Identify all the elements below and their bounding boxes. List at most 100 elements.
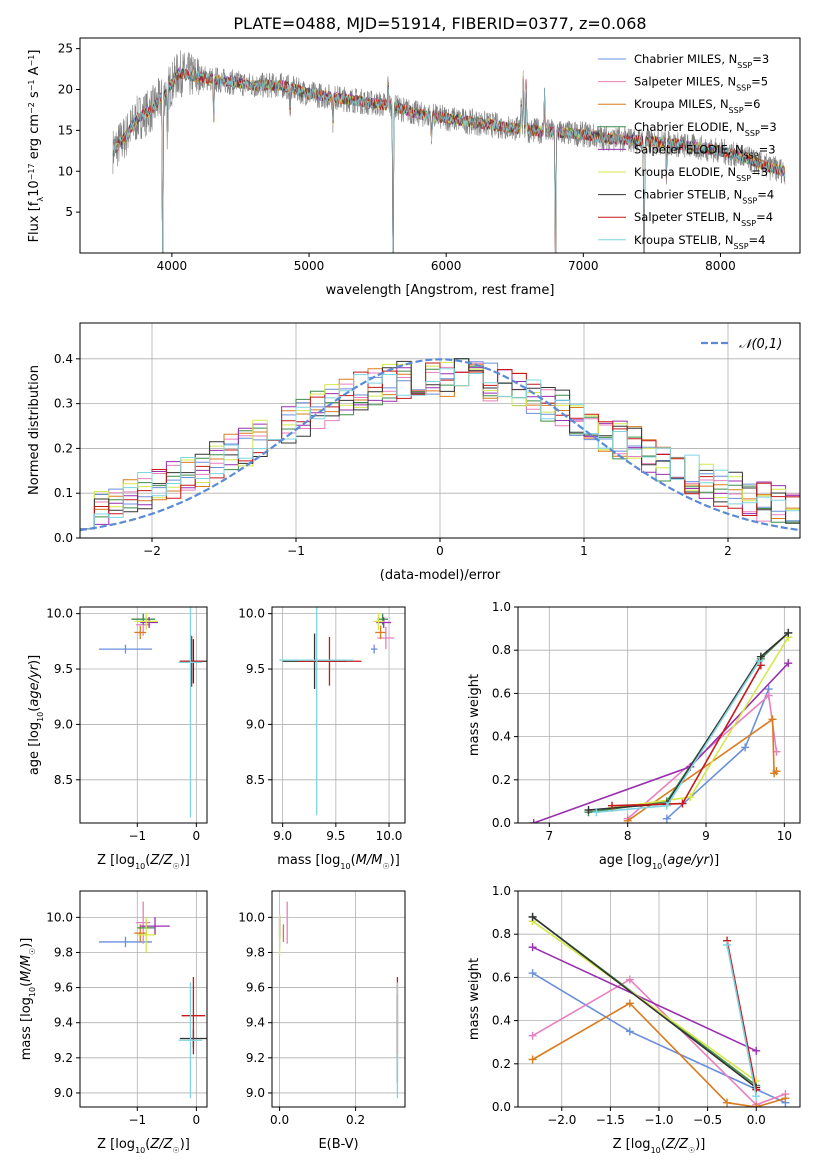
axes-frame [271, 890, 406, 1108]
y-tick-label: 1.0 [492, 884, 511, 898]
x-tick-label: 8 [624, 829, 632, 843]
x-tick-label: 9 [702, 829, 710, 843]
x-tick-label: −1 [287, 544, 305, 558]
axes-frame [79, 890, 208, 1108]
y-tick-label: 5 [65, 205, 73, 219]
plus-marker [528, 969, 537, 978]
y-tick-label: 9.6 [246, 981, 265, 995]
legend-entry: Salpeter ELODIE, NSSP=3 [634, 142, 776, 160]
mass-vs-Z-panel: −1 0 9.0 9.2 9.4 9.6 9.8 10.0 Z [log10(Z/Z☉)] mas… [19, 890, 208, 1155]
histogram-series [80, 368, 800, 530]
mass-weight-line [532, 978, 786, 1106]
legend-entry: Kroupa MILES, NSSP=6 [634, 97, 760, 115]
y-axis-label: mass [log10(M/M☉)] [19, 938, 37, 1061]
plus-marker [528, 912, 537, 921]
x-tick-label: 0 [193, 1113, 201, 1127]
plus-marker [662, 801, 671, 810]
y-tick-label: 9.0 [54, 717, 73, 731]
x-axis-label: Z [log10(Z/Z☉)] [97, 1137, 190, 1155]
age-vs-mass-panel: 9.0 9.5 10.0 8.5 9.0 9.5 10.0 mass [log10(M/M☉)… [238, 606, 406, 871]
y-tick-label: 0.8 [492, 927, 511, 941]
x-tick-label: 4000 [157, 259, 188, 273]
plus-marker [528, 1055, 537, 1064]
x-tick-label: 10 [777, 829, 792, 843]
x-tick-label: 9.5 [326, 829, 345, 843]
plus-marker [784, 628, 793, 637]
plus-marker [625, 975, 634, 984]
age-vs-Z-panel: −1 0 8.5 9.0 9.5 10.0 Z [log10(Z/Z☉)] age [log1… [27, 606, 208, 871]
axes-frame [79, 37, 801, 254]
plus-marker [625, 999, 634, 1008]
axes-frame [79, 606, 208, 824]
y-tick-label: 9.2 [54, 1051, 73, 1065]
plus-marker [752, 1103, 761, 1107]
plus-marker [756, 661, 765, 670]
y-tick-label: 0.6 [492, 686, 511, 700]
y-tick-label: 9.5 [54, 662, 73, 676]
plus-marker [741, 743, 750, 752]
mass-weight-vs-age-panel: 7 8 9 10 0.0 0.2 0.4 0.6 0.8 1.0 age [log10(age/yr… [467, 600, 801, 871]
y-tick-label: 0.2 [54, 441, 73, 455]
y-axis-label: Normed distribution [27, 365, 42, 495]
y-tick-label: 20 [58, 83, 73, 97]
figure-title: PLATE=0488, MJD=51914, FIBERID=0377, z=0… [233, 14, 646, 33]
frame: −2.0 −1.5 −1.0 −0.5 0.0 0.0 0.2 0.4 0.6 0.8 1.0 Z [… [467, 884, 801, 1155]
y-tick-label: 10.0 [46, 910, 73, 924]
y-tick-label: 1.0 [492, 600, 511, 614]
plus-marker [584, 806, 593, 815]
frame: 9.0 9.5 10.0 8.5 9.0 9.5 10.0 mass [log10(M/M☉)… [238, 606, 406, 871]
y-tick-label: 9.4 [54, 1016, 73, 1030]
y-tick-label: 9.2 [246, 1051, 265, 1065]
x-axis-label: Z [log10(Z/Z☉)] [613, 1137, 706, 1155]
legend-entry: Kroupa STELIB, NSSP=4 [634, 233, 765, 251]
frame: −2 −1 0 1 2 0.0 0.1 0.2 0.3 0.4 (data-model)/error… [27, 322, 801, 583]
y-tick-label: 0.4 [492, 1014, 511, 1028]
mass-vs-ebv-panel: 0.0 0.2 9.0 9.2 9.4 9.6 9.8 10.0 E(B-V) [238, 890, 406, 1152]
x-tick-label: 6000 [431, 259, 462, 273]
plus-marker [781, 1094, 790, 1103]
plus-marker [768, 715, 777, 724]
x-tick-label: −1 [128, 1113, 146, 1127]
mass-weight-line [726, 944, 757, 1097]
x-tick-label: −1.0 [644, 1113, 673, 1127]
plus-marker [528, 943, 537, 952]
x-tick-label: −1 [128, 829, 146, 843]
legend-entry: Chabrier STELIB, NSSP=4 [634, 188, 774, 206]
x-tick-label: 9.0 [273, 829, 292, 843]
y-tick-label: 9.6 [54, 981, 73, 995]
frame: 0.0 0.2 9.0 9.2 9.4 9.6 9.8 10.0 E(B-V) [238, 890, 406, 1152]
x-axis-label: age [log10(age/yr)] [599, 853, 719, 871]
y-tick-label: 9.5 [246, 662, 265, 676]
frame: −1 0 8.5 9.0 9.5 10.0 Z [log10(Z/Z☉)] age [log1… [27, 606, 208, 871]
y-tick-label: 10.0 [238, 607, 265, 621]
plot-area [80, 358, 800, 532]
y-tick-label: 25 [58, 42, 73, 56]
legend-entry: Salpeter STELIB, NSSP=4 [634, 210, 773, 228]
y-tick-label: 9.0 [54, 1086, 73, 1100]
plus-marker [723, 941, 732, 949]
plus-marker [752, 1092, 761, 1101]
x-tick-label: 7 [546, 829, 554, 843]
y-tick-label: 9.0 [246, 1086, 265, 1100]
x-tick-label: 7000 [568, 259, 599, 273]
x-tick-label: 0 [436, 544, 444, 558]
legend-entry: Chabrier MILES, NSSP=3 [634, 52, 769, 70]
y-tick-label: 0.0 [492, 816, 511, 830]
x-tick-label: 1 [580, 544, 588, 558]
plus-marker [528, 1031, 537, 1040]
y-tick-label: 0.6 [492, 970, 511, 984]
x-tick-label: 10.0 [376, 829, 403, 843]
y-tick-label: 0.1 [54, 486, 73, 500]
x-tick-label: 0.2 [346, 1113, 365, 1127]
x-tick-label: 0.0 [270, 1113, 289, 1127]
plot-area [278, 901, 399, 1099]
legend-entry: 𝒩(0,1) [739, 337, 782, 352]
plus-marker [784, 659, 793, 668]
y-tick-label: 0.8 [492, 643, 511, 657]
mass-weight-line [611, 636, 789, 809]
x-tick-label: −2.0 [547, 1113, 576, 1127]
y-tick-label: 9.0 [246, 717, 265, 731]
x-tick-label: 0 [193, 829, 201, 843]
plus-marker [662, 814, 671, 823]
